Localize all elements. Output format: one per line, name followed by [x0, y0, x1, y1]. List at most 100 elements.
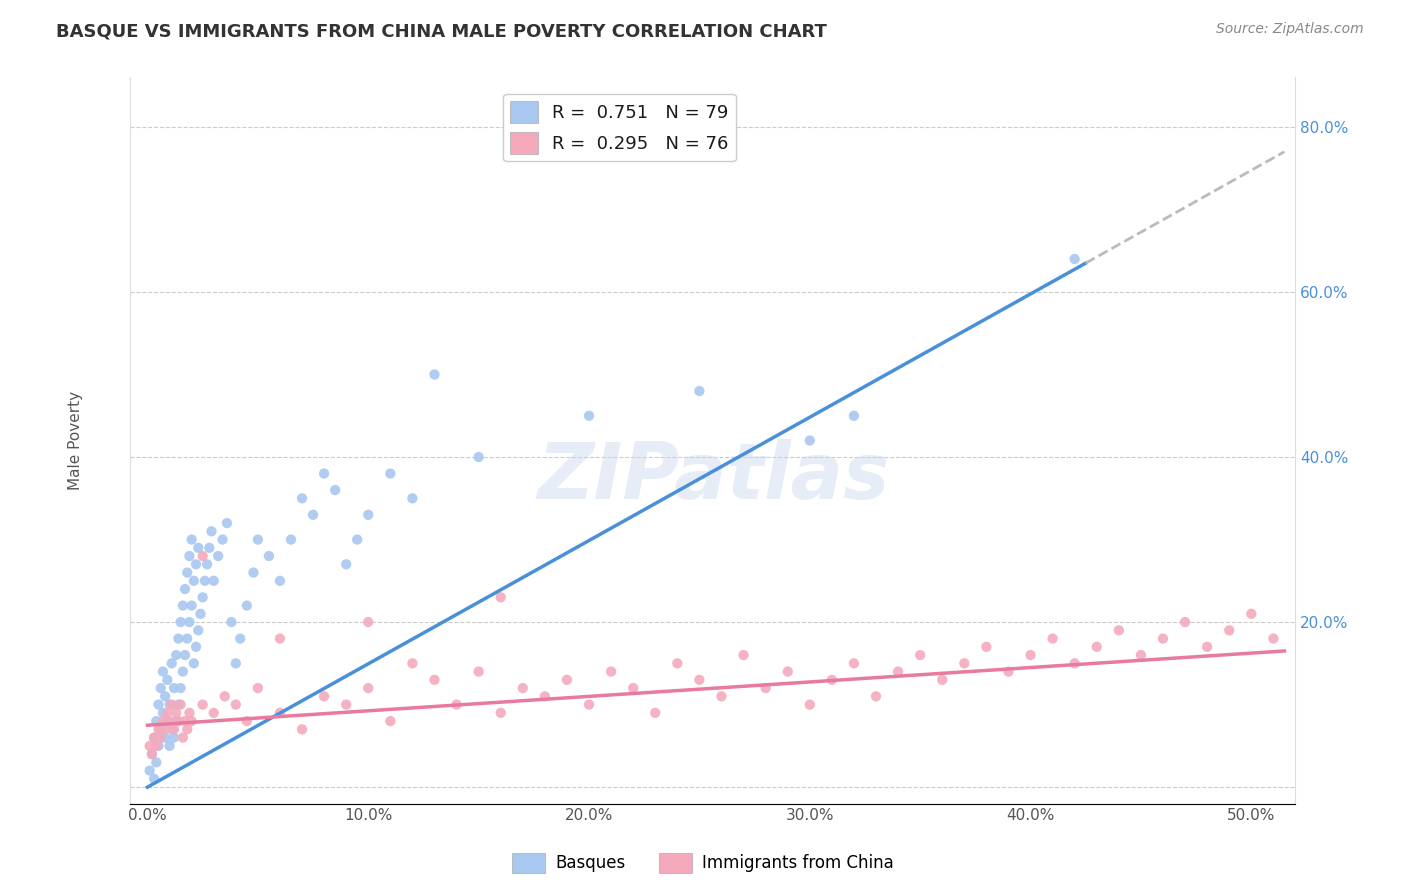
- Point: [357, 615, 380, 629]
- Point: [931, 673, 953, 687]
- Point: [148, 698, 170, 712]
- Point: [225, 657, 247, 671]
- Point: [644, 706, 666, 720]
- Point: [138, 739, 160, 753]
- Point: [236, 714, 259, 728]
- Point: [423, 673, 446, 687]
- Point: [179, 549, 201, 563]
- Point: [172, 731, 194, 745]
- Point: [174, 648, 197, 662]
- Point: [467, 450, 489, 464]
- Point: [176, 632, 198, 646]
- Point: [152, 665, 174, 679]
- Point: [165, 706, 187, 720]
- Point: [314, 690, 336, 704]
- Point: [214, 690, 236, 704]
- Point: [194, 574, 217, 588]
- Point: [195, 558, 218, 572]
- Point: [357, 508, 380, 522]
- Text: ZIPatlas: ZIPatlas: [537, 439, 889, 515]
- Text: Source: ZipAtlas.com: Source: ZipAtlas.com: [1216, 22, 1364, 37]
- Point: [555, 673, 578, 687]
- Point: [776, 665, 799, 679]
- Point: [169, 615, 191, 629]
- Point: [246, 533, 269, 547]
- Point: [865, 690, 887, 704]
- Point: [176, 566, 198, 580]
- Point: [1108, 624, 1130, 638]
- Point: [198, 541, 221, 555]
- Point: [160, 657, 183, 671]
- Point: [887, 665, 910, 679]
- Point: [167, 632, 190, 646]
- Point: [180, 714, 202, 728]
- Point: [211, 533, 233, 547]
- Point: [269, 574, 291, 588]
- Point: [191, 698, 214, 712]
- Y-axis label: Male Poverty: Male Poverty: [69, 391, 83, 490]
- Point: [138, 764, 160, 778]
- Point: [191, 549, 214, 563]
- Point: [160, 723, 183, 737]
- Point: [180, 533, 202, 547]
- Point: [152, 714, 174, 728]
- Point: [489, 591, 512, 605]
- Point: [225, 698, 247, 712]
- Point: [280, 533, 302, 547]
- Point: [190, 607, 212, 621]
- Point: [184, 640, 207, 654]
- Point: [1042, 632, 1064, 646]
- Point: [600, 665, 623, 679]
- Point: [688, 673, 710, 687]
- Text: BASQUE VS IMMIGRANTS FROM CHINA MALE POVERTY CORRELATION CHART: BASQUE VS IMMIGRANTS FROM CHINA MALE POV…: [56, 22, 827, 40]
- Point: [174, 582, 197, 596]
- Point: [165, 714, 187, 728]
- Point: [953, 657, 976, 671]
- Point: [152, 706, 174, 720]
- Point: [183, 657, 205, 671]
- Point: [335, 558, 357, 572]
- Point: [172, 599, 194, 613]
- Point: [153, 731, 176, 745]
- Point: [159, 714, 181, 728]
- Point: [145, 714, 167, 728]
- Point: [423, 368, 446, 382]
- Point: [149, 723, 172, 737]
- Point: [215, 516, 238, 530]
- Point: [1063, 252, 1085, 266]
- Point: [976, 640, 998, 654]
- Point: [257, 549, 280, 563]
- Point: [148, 723, 170, 737]
- Point: [534, 690, 557, 704]
- Point: [153, 690, 176, 704]
- Point: [179, 615, 201, 629]
- Point: [200, 524, 222, 539]
- Point: [187, 541, 209, 555]
- Point: [357, 681, 380, 695]
- Point: [842, 657, 865, 671]
- Point: [141, 747, 163, 761]
- Point: [710, 690, 733, 704]
- Point: [401, 657, 423, 671]
- Point: [1019, 648, 1042, 662]
- Point: [159, 698, 181, 712]
- Point: [221, 615, 243, 629]
- Point: [666, 657, 689, 671]
- Point: [269, 632, 291, 646]
- Point: [1240, 607, 1263, 621]
- Point: [269, 706, 291, 720]
- Point: [143, 731, 166, 745]
- Point: [346, 533, 368, 547]
- Point: [1263, 632, 1285, 646]
- Point: [1129, 648, 1152, 662]
- Point: [149, 681, 172, 695]
- Point: [335, 698, 357, 712]
- Point: [191, 591, 214, 605]
- Point: [380, 714, 402, 728]
- Point: [153, 723, 176, 737]
- Point: [323, 483, 346, 497]
- Point: [733, 648, 755, 662]
- Point: [242, 566, 264, 580]
- Point: [842, 409, 865, 423]
- Point: [163, 731, 186, 745]
